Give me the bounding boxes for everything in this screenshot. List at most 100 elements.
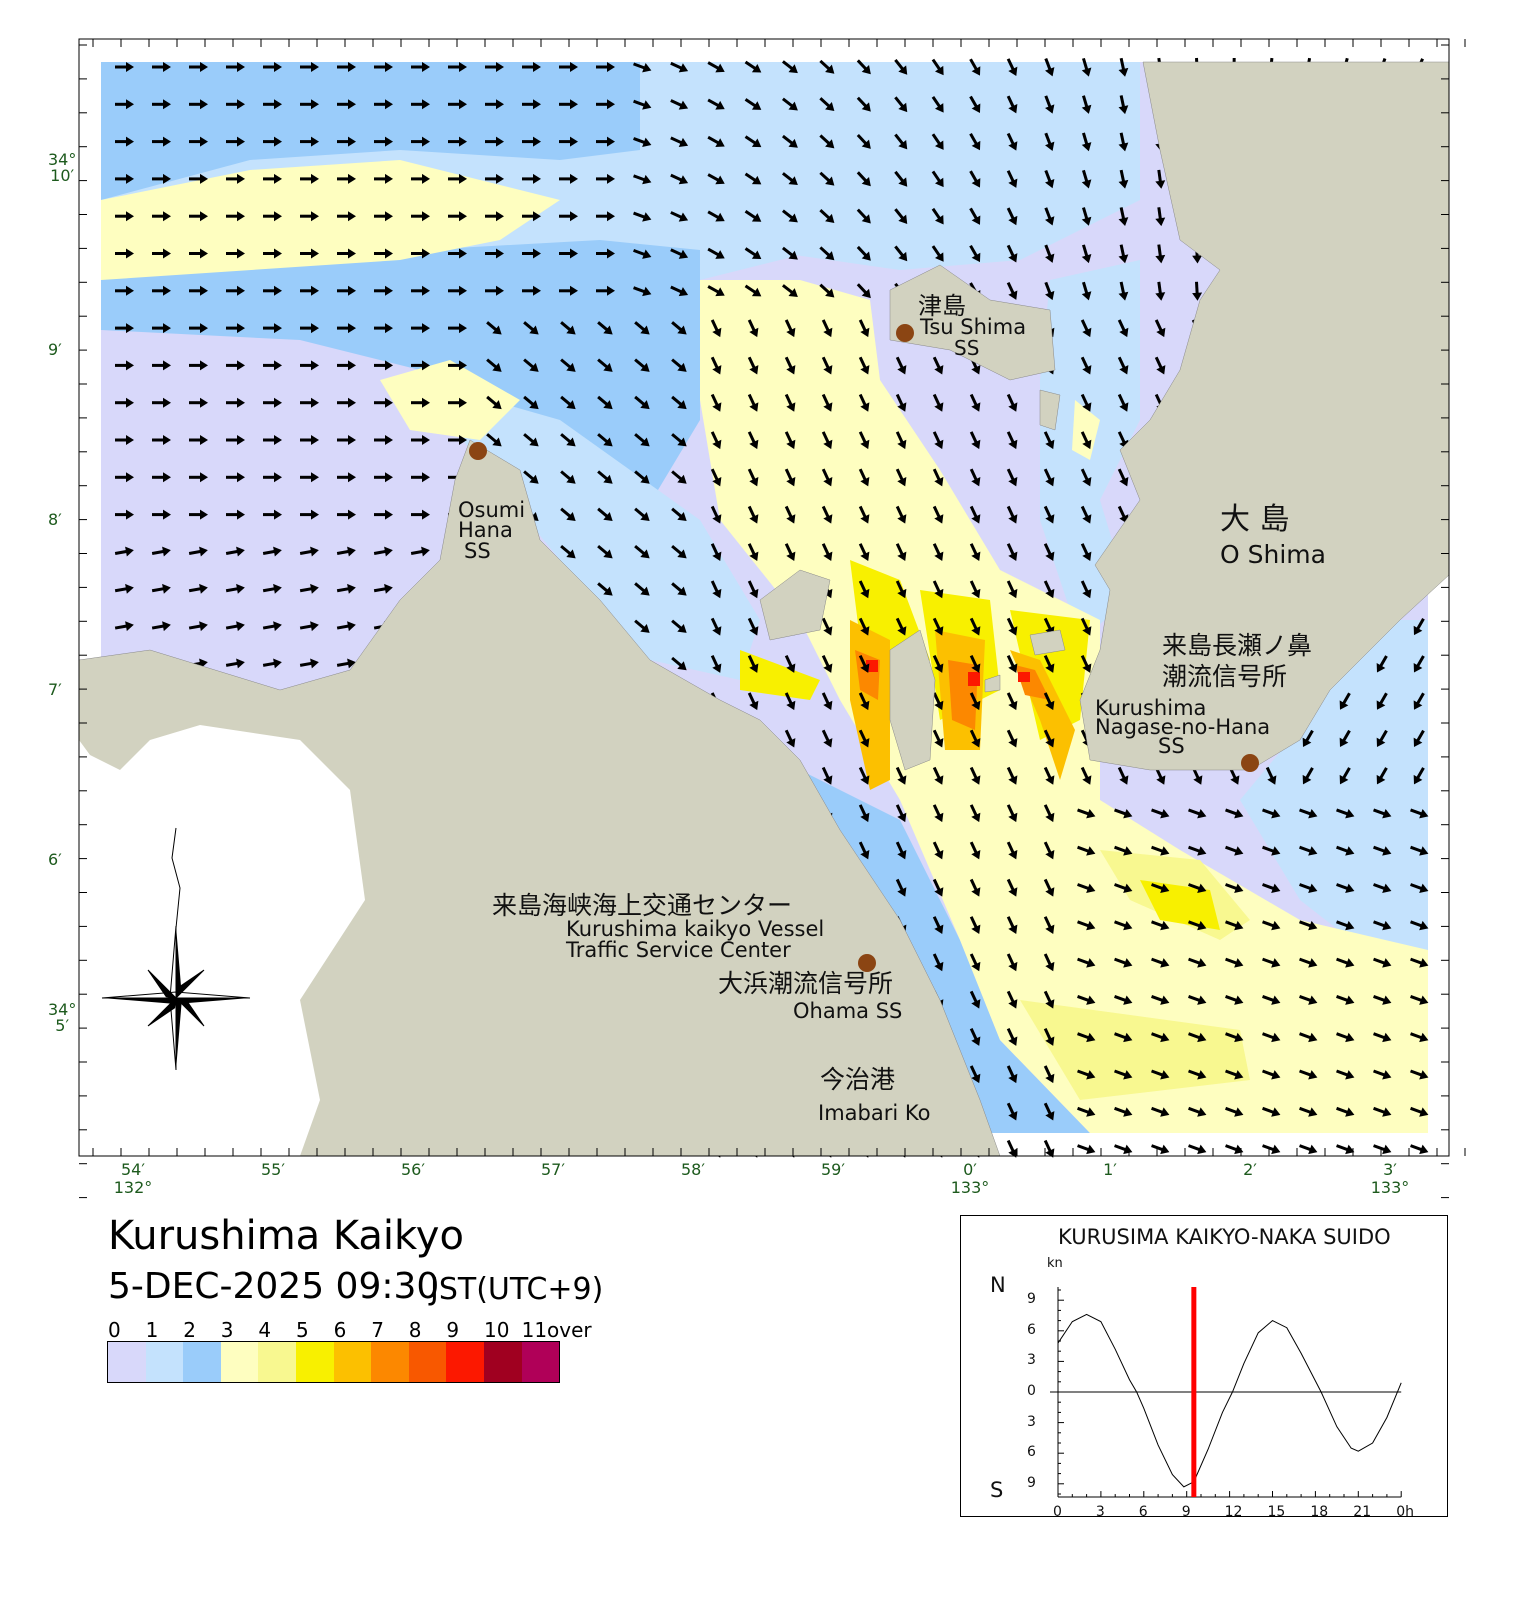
speed-scale-label: 0 [108, 1318, 121, 1342]
current-arrow [411, 323, 430, 334]
current-arrow [1225, 995, 1244, 1005]
current-arrow [858, 319, 870, 338]
current-arrow [781, 97, 798, 111]
tide-chart-unit: kn [1047, 1256, 1063, 1271]
current-arrow [1006, 393, 1018, 412]
speed-zone [740, 650, 820, 700]
arrow-head [715, 138, 725, 147]
arrow-head [971, 626, 981, 636]
current-arrow [821, 393, 833, 412]
current-arrow [634, 433, 650, 447]
current-arrow [1262, 1069, 1281, 1080]
arrow-head [1271, 883, 1281, 893]
current-arrow [1336, 808, 1355, 819]
current-arrow [710, 319, 722, 338]
current-arrow [1262, 883, 1281, 893]
arrow-head [825, 213, 835, 223]
arrow-head [1123, 846, 1133, 856]
arrow-head [496, 62, 504, 72]
arrow-head [422, 397, 430, 408]
current-arrow [784, 393, 796, 412]
arrow-head [1271, 808, 1281, 819]
arrow-head [825, 101, 835, 112]
current-arrow [747, 393, 759, 412]
current-arrow [448, 323, 467, 334]
arrow-head [125, 621, 134, 632]
current-arrow [858, 729, 870, 748]
current-arrow [115, 99, 134, 110]
current-arrow [707, 210, 725, 222]
current-arrow [821, 617, 833, 636]
arrow-head [274, 248, 282, 259]
arrow-head [1413, 663, 1423, 673]
arrow-head [642, 137, 652, 147]
arrow-head [274, 136, 282, 147]
current-arrow [1006, 207, 1018, 226]
arrow-head [1008, 1148, 1018, 1158]
arrow-head [1008, 514, 1018, 524]
map-title: Kurushima Kaikyo [108, 1213, 464, 1259]
arrow-head [1197, 1070, 1207, 1080]
current-arrow [448, 360, 467, 371]
arrow-head [897, 849, 907, 860]
current-arrow [1080, 655, 1092, 673]
current-arrow [1006, 95, 1018, 114]
current-arrow [115, 472, 134, 483]
arrow-head [237, 62, 245, 72]
arrow-head [163, 285, 171, 296]
current-arrow [300, 360, 319, 371]
current-arrow [1081, 57, 1092, 77]
island-land [889, 629, 936, 771]
current-arrow [597, 470, 613, 484]
arrow-head [1119, 365, 1129, 375]
current-arrow [1373, 1144, 1392, 1155]
current-arrow [1299, 920, 1318, 931]
arrow-head [422, 211, 430, 222]
current-arrow [894, 208, 908, 225]
arrow-head [422, 62, 430, 72]
arrow-head [237, 173, 245, 184]
arrow-head [529, 474, 539, 484]
current-arrow [189, 62, 208, 72]
current-arrow [300, 136, 319, 147]
arrow-head [823, 700, 833, 711]
current-arrow [226, 62, 245, 72]
arrow-head [715, 63, 725, 73]
tide-y-tick-label: 3 [1027, 1413, 1036, 1430]
arrow-head [1345, 846, 1355, 856]
current-arrow [710, 505, 722, 524]
arrow-head [163, 173, 171, 184]
arrow-head [860, 365, 870, 375]
current-arrow [894, 59, 908, 75]
arrow-head [749, 402, 759, 412]
arrow-head [1082, 588, 1092, 599]
arrow-head [529, 362, 539, 372]
arrow-head [934, 812, 944, 823]
arrow-head [200, 472, 208, 483]
arrow-head [712, 365, 722, 375]
current-arrow [522, 62, 541, 72]
current-arrow [784, 543, 796, 561]
current-arrow [485, 62, 504, 72]
current-arrow [115, 323, 134, 334]
arrow-head [677, 474, 687, 484]
arrow-head [1119, 327, 1129, 338]
arrow-head [570, 99, 578, 110]
current-arrow [1262, 995, 1281, 1005]
current-arrow [1081, 244, 1092, 264]
current-arrow [1262, 957, 1281, 968]
current-arrow [411, 509, 430, 520]
speed-zone [1010, 610, 1090, 740]
current-arrow [634, 358, 650, 372]
arrow-head [897, 476, 907, 487]
arrow-head [640, 474, 650, 484]
current-arrow [1081, 132, 1092, 152]
arrow-head [642, 212, 652, 222]
current-arrow [1044, 207, 1055, 226]
arrow-head [274, 62, 282, 72]
arrow-head [237, 435, 245, 445]
arrow-head [1008, 290, 1018, 300]
current-arrow [522, 173, 541, 184]
current-arrow [747, 655, 759, 673]
speed-scale-swatch [258, 1342, 296, 1382]
